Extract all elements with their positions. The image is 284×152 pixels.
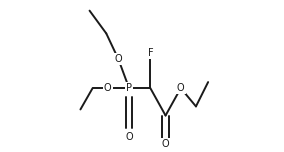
Text: F: F — [148, 48, 153, 58]
Text: P: P — [126, 83, 132, 93]
Text: O: O — [177, 83, 185, 93]
Text: O: O — [125, 132, 133, 142]
Text: O: O — [104, 83, 112, 93]
Text: O: O — [115, 54, 122, 64]
Text: O: O — [162, 139, 169, 149]
